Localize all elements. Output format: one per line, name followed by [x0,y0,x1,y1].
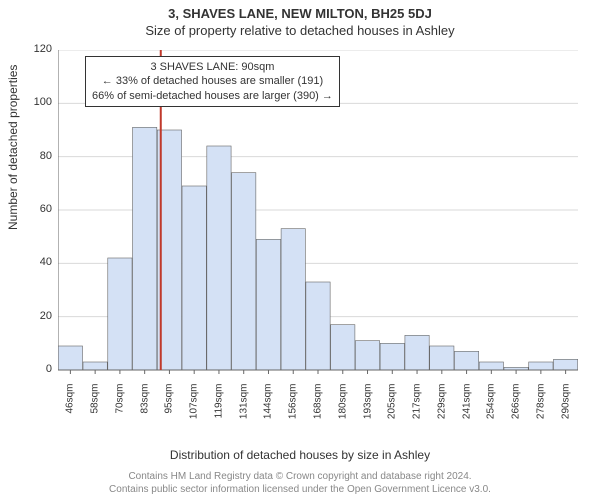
x-tick-label: 205sqm [387,384,398,434]
x-tick-label: 168sqm [313,384,324,434]
y-tick-label: 20 [26,310,52,322]
chart-subtitle: Size of property relative to detached ho… [0,21,600,38]
annotation-line3: 66% of semi-detached houses are larger (… [92,89,333,103]
annotation-line1: 3 SHAVES LANE: 90sqm [92,60,333,74]
y-tick-label: 60 [26,203,52,215]
x-tick-label: 229sqm [436,384,447,434]
x-tick-label: 156sqm [288,384,299,434]
footer-line2: Contains public sector information licen… [0,484,600,497]
x-tick-label: 119sqm [213,384,224,434]
x-tick-label: 58sqm [90,384,101,434]
x-tick-label: 144sqm [263,384,274,434]
x-tick-label: 254sqm [486,384,497,434]
x-tick-label: 46sqm [65,384,76,434]
footer-attribution: Contains HM Land Registry data © Crown c… [0,471,600,496]
x-tick-label: 241sqm [461,384,472,434]
annotation-line2: ← 33% of detached houses are smaller (19… [92,74,333,88]
y-tick-label: 0 [26,363,52,375]
x-tick-label: 83sqm [139,384,150,434]
footer-line1: Contains HM Land Registry data © Crown c… [0,471,600,484]
x-tick-label: 217sqm [412,384,423,434]
y-tick-label: 120 [26,43,52,55]
x-tick-label: 290sqm [560,384,571,434]
y-tick-label: 80 [26,150,52,162]
x-tick-label: 193sqm [362,384,373,434]
y-tick-label: 40 [26,256,52,268]
x-tick-label: 131sqm [238,384,249,434]
x-axis-label: Distribution of detached houses by size … [0,448,600,462]
x-tick-label: 107sqm [189,384,200,434]
annotation-box: 3 SHAVES LANE: 90sqm ← 33% of detached h… [85,56,340,107]
x-tick-label: 70sqm [114,384,125,434]
y-axis-label: Number of detached properties [6,65,20,230]
y-tick-label: 100 [26,96,52,108]
page-title: 3, SHAVES LANE, NEW MILTON, BH25 5DJ [0,0,600,21]
x-tick-label: 266sqm [511,384,522,434]
x-tick-label: 278sqm [535,384,546,434]
x-tick-label: 95sqm [164,384,175,434]
x-tick-label: 180sqm [337,384,348,434]
